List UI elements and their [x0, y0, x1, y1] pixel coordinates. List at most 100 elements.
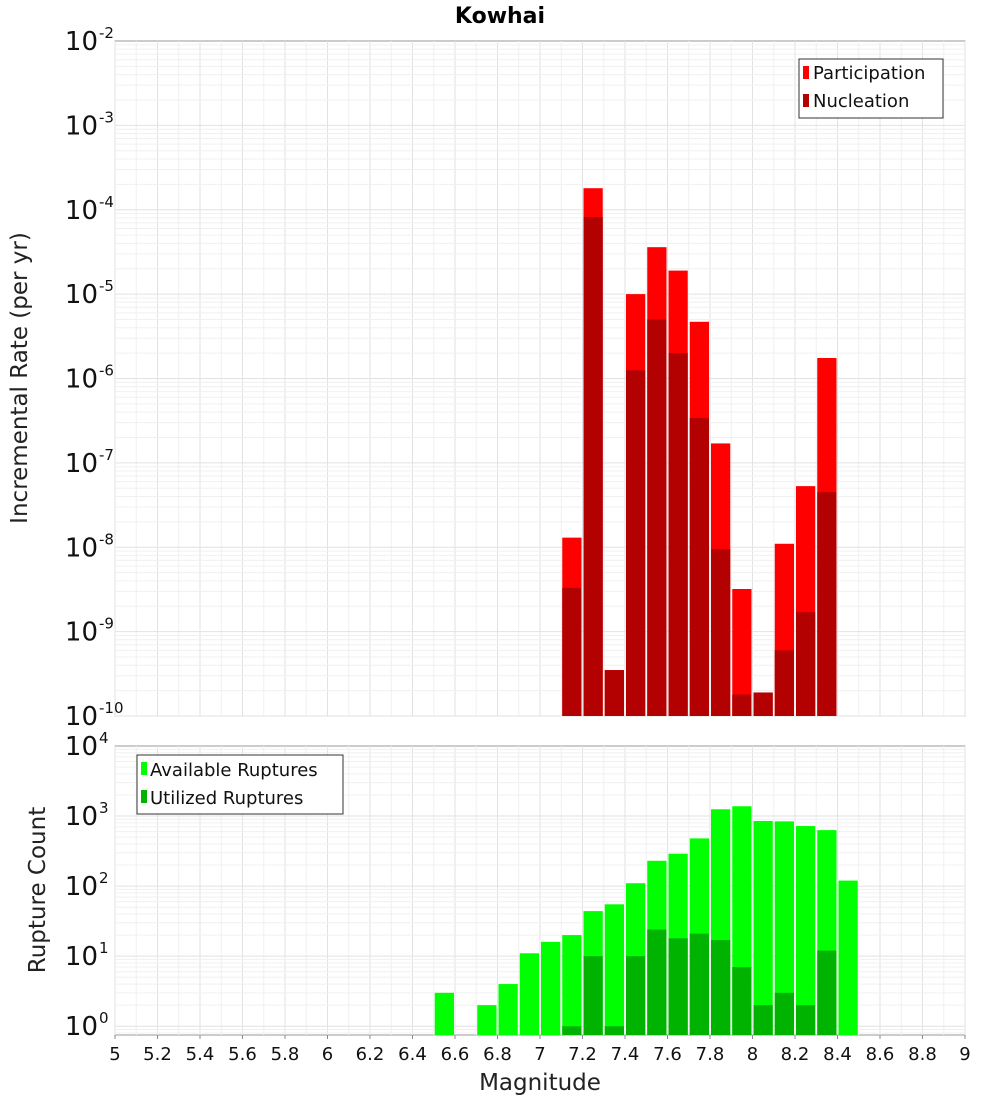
y-tick-exponent: -6: [99, 362, 114, 380]
bar-utilized-ruptures: [583, 956, 603, 1035]
rate-grid: [114, 41, 966, 717]
x-axis-label: Magnitude: [479, 1070, 601, 1096]
count-y-axis-label: Rupture Count: [25, 807, 51, 973]
y-tick-label: 10: [65, 533, 98, 563]
count-bars: [434, 806, 858, 1035]
bar-available-ruptures: [753, 821, 773, 1035]
y-tick-exponent: 3: [99, 799, 109, 817]
x-tick-label: 8: [747, 1044, 758, 1065]
bar-nucleation: [817, 492, 837, 716]
bar-nucleation: [732, 694, 752, 716]
bar-available-ruptures: [774, 821, 794, 1035]
legend-swatch-available: [141, 762, 147, 775]
bar-available-ruptures: [838, 880, 858, 1035]
bar-nucleation: [668, 353, 688, 716]
x-tick-label: 7.4: [611, 1044, 640, 1065]
bar-utilized-ruptures: [796, 1005, 816, 1035]
y-tick-exponent: -10: [99, 699, 124, 717]
bar-available-ruptures: [541, 941, 561, 1035]
bar-available-ruptures: [498, 984, 518, 1035]
legend-label-participation: Participation: [813, 63, 925, 84]
y-tick-exponent: 2: [99, 869, 109, 887]
count-legend: Available Ruptures Utilized Ruptures: [136, 754, 344, 815]
legend-label-available: Available Ruptures: [150, 760, 318, 781]
bar-utilized-ruptures: [647, 929, 667, 1035]
bar-nucleation: [689, 418, 709, 716]
x-tick-label: 5.8: [271, 1044, 300, 1065]
y-tick-exponent: -5: [99, 277, 114, 295]
x-tick-label: 7.8: [696, 1044, 725, 1065]
y-tick-exponent: -4: [99, 193, 114, 211]
legend-swatch-utilized: [141, 790, 147, 803]
x-tick-label: 6.6: [441, 1044, 470, 1065]
bar-utilized-ruptures: [562, 1026, 582, 1035]
bar-nucleation: [583, 217, 603, 716]
bar-utilized-ruptures: [668, 938, 688, 1035]
rate-legend-box: [798, 58, 944, 119]
bar-available-ruptures: [434, 992, 454, 1035]
y-tick-label: 10: [65, 732, 98, 762]
y-tick-exponent: 0: [99, 1009, 109, 1027]
bar-nucleation: [626, 370, 646, 716]
legend-label-utilized: Utilized Ruptures: [150, 788, 303, 809]
y-tick-label: 10: [65, 449, 98, 479]
count-legend-box: [136, 754, 344, 815]
bar-nucleation: [647, 319, 667, 716]
x-tick-label: 6: [322, 1044, 333, 1065]
bar-available-ruptures: [562, 935, 582, 1035]
bar-nucleation: [753, 692, 773, 716]
y-tick-label: 10: [65, 618, 98, 648]
bar-available-ruptures: [519, 953, 539, 1035]
bar-utilized-ruptures: [732, 967, 752, 1035]
y-tick-label: 10: [65, 872, 98, 902]
bar-utilized-ruptures: [774, 992, 794, 1035]
bar-available-ruptures: [604, 904, 624, 1035]
x-tick-label: 5: [109, 1044, 120, 1065]
x-tick-label: 7: [534, 1044, 545, 1065]
x-tick-label: 6.2: [356, 1044, 385, 1065]
legend-swatch-nucleation: [803, 94, 809, 107]
y-tick-label: 10: [65, 111, 98, 141]
x-tick-label: 7.2: [568, 1044, 597, 1065]
y-tick-label: 10: [65, 280, 98, 310]
x-tick-label: 5.4: [186, 1044, 215, 1065]
y-tick-exponent: -7: [99, 446, 114, 464]
y-tick-exponent: -8: [99, 530, 114, 548]
y-tick-label: 10: [65, 365, 98, 395]
bar-utilized-ruptures: [711, 940, 731, 1035]
y-tick-exponent: -9: [99, 615, 114, 633]
bar-available-ruptures: [477, 1005, 497, 1035]
y-tick-label: 10: [65, 702, 98, 732]
x-tick-label: 8.2: [781, 1044, 810, 1065]
y-tick-label: 10: [65, 802, 98, 832]
y-tick-exponent: -2: [99, 24, 114, 42]
x-tick-label: 8.4: [823, 1044, 852, 1065]
x-tick-label: 5.2: [143, 1044, 172, 1065]
x-tick-label: 5.6: [228, 1044, 257, 1065]
x-tick-label: 9: [959, 1044, 970, 1065]
rate-y-axis-label: Incremental Rate (per yr): [7, 232, 33, 524]
y-tick-label: 10: [65, 942, 98, 972]
y-tick-label: 10: [65, 1012, 98, 1042]
bar-nucleation: [796, 612, 816, 716]
x-tick-label: 6.8: [483, 1044, 512, 1065]
y-tick-label: 10: [65, 196, 98, 226]
bar-utilized-ruptures: [626, 956, 646, 1035]
bar-utilized-ruptures: [753, 1005, 773, 1035]
rate-legend: Participation Nucleation: [798, 58, 944, 119]
y-tick-exponent: 1: [99, 939, 109, 957]
x-tick-label: 8.8: [908, 1044, 937, 1065]
x-tick-label: 6.4: [398, 1044, 427, 1065]
bar-participation: [732, 589, 752, 716]
bar-nucleation: [604, 670, 624, 716]
bar-nucleation: [711, 549, 731, 716]
y-tick-exponent: 4: [99, 729, 109, 747]
chart-title: Kowhai: [455, 4, 545, 29]
bar-available-ruptures: [796, 826, 816, 1035]
y-tick-exponent: -3: [99, 108, 114, 126]
legend-label-nucleation: Nucleation: [813, 91, 909, 112]
